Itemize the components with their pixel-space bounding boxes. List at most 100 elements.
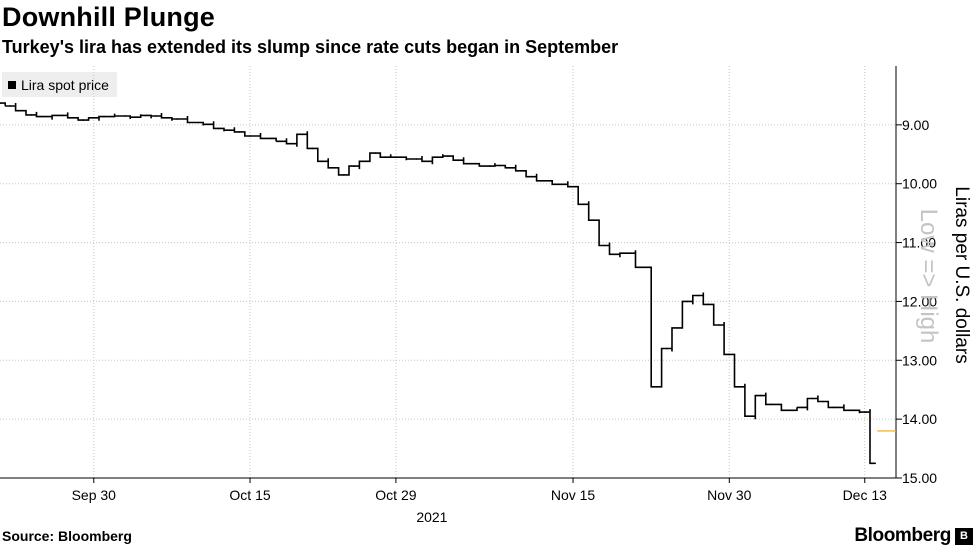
x-tick-label: Sep 30 bbox=[72, 487, 117, 503]
y-tick-label: 9.00 bbox=[902, 117, 929, 133]
x-tick-label: Nov 30 bbox=[707, 487, 752, 503]
data-point bbox=[207, 123, 210, 126]
data-point bbox=[332, 167, 335, 169]
data-point bbox=[655, 386, 658, 388]
data-point bbox=[124, 115, 126, 117]
x-year-label: 2021 bbox=[416, 509, 447, 525]
data-point bbox=[759, 394, 762, 397]
data-point bbox=[499, 164, 501, 167]
data-point bbox=[770, 403, 772, 406]
data-point bbox=[811, 397, 814, 400]
x-tick-label: Oct 15 bbox=[229, 487, 270, 503]
data-point bbox=[374, 152, 376, 154]
data-point bbox=[457, 159, 460, 161]
data-point bbox=[666, 347, 668, 350]
x-tick-label: Oct 29 bbox=[375, 487, 416, 503]
data-point bbox=[676, 327, 678, 329]
data-point bbox=[61, 114, 64, 117]
data-point bbox=[9, 105, 12, 107]
data-point bbox=[832, 406, 835, 409]
data-point bbox=[155, 115, 158, 117]
data-point bbox=[686, 300, 689, 303]
data-point bbox=[541, 180, 543, 182]
data-point bbox=[301, 133, 303, 136]
data-point bbox=[0, 102, 1, 104]
data-point bbox=[561, 183, 564, 186]
data-point bbox=[280, 140, 283, 143]
data-point bbox=[509, 167, 512, 169]
x-tick-label: Nov 15 bbox=[551, 487, 596, 503]
data-point bbox=[520, 170, 522, 172]
data-point bbox=[228, 129, 230, 131]
y-tick-label: 11.00 bbox=[902, 235, 936, 251]
data-point bbox=[145, 114, 147, 117]
data-point bbox=[384, 156, 387, 158]
data-point bbox=[363, 160, 366, 163]
page-title: Downhill Plunge bbox=[2, 2, 215, 32]
data-point bbox=[103, 115, 105, 118]
data-point bbox=[415, 158, 418, 160]
data-point bbox=[822, 400, 824, 403]
data-point bbox=[582, 203, 585, 206]
data-point bbox=[728, 353, 731, 356]
data-point bbox=[791, 409, 793, 412]
data-point bbox=[863, 411, 866, 413]
data-point bbox=[311, 147, 314, 150]
y-axis-watermark: Low => High bbox=[915, 209, 942, 344]
data-point bbox=[468, 162, 470, 165]
data-point bbox=[93, 117, 95, 119]
source-note: Source: Bloomberg bbox=[2, 528, 132, 544]
y-tick-label: 15.00 bbox=[902, 470, 937, 486]
data-point bbox=[290, 142, 293, 145]
data-point bbox=[322, 160, 324, 163]
brand-mark-icon: B bbox=[955, 528, 973, 545]
data-point bbox=[218, 127, 220, 130]
y-tick-label: 10.00 bbox=[902, 176, 937, 192]
data-point bbox=[40, 115, 43, 118]
page-subtitle: Turkey's lira has extended its slump sin… bbox=[2, 37, 619, 57]
data-point bbox=[176, 118, 178, 120]
data-point bbox=[874, 462, 876, 465]
data-point bbox=[436, 156, 439, 158]
legend-label: Lira spot price bbox=[21, 76, 109, 93]
y-tick-label: 14.00 bbox=[902, 411, 937, 427]
data-point bbox=[72, 117, 74, 119]
data-point bbox=[165, 117, 168, 119]
data-point bbox=[718, 324, 720, 326]
data-point bbox=[238, 131, 241, 133]
data-point bbox=[738, 386, 741, 388]
y-tick-label: 12.00 bbox=[902, 293, 937, 309]
data-point bbox=[20, 109, 22, 112]
x-tick-label: Dec 13 bbox=[843, 487, 888, 503]
data-point bbox=[353, 165, 356, 167]
data-point bbox=[613, 253, 616, 256]
data-point bbox=[645, 266, 647, 269]
data-point bbox=[697, 294, 699, 297]
data-point bbox=[30, 114, 33, 116]
data-point bbox=[395, 156, 397, 158]
y-axis-title: Liras per U.S. dollars bbox=[951, 186, 972, 363]
data-point bbox=[530, 175, 533, 178]
data-point bbox=[270, 137, 272, 140]
data-point bbox=[249, 135, 251, 137]
chart-legend: Lira spot price bbox=[2, 72, 117, 97]
data-point bbox=[343, 174, 345, 176]
y-tick-label: 13.00 bbox=[902, 352, 937, 368]
data-point bbox=[82, 119, 85, 121]
data-point bbox=[447, 155, 449, 157]
data-point bbox=[603, 244, 606, 247]
data-point bbox=[134, 116, 137, 118]
data-point bbox=[801, 406, 803, 409]
data-point bbox=[426, 160, 429, 163]
data-point bbox=[488, 165, 491, 167]
data-point bbox=[197, 121, 199, 124]
data-point bbox=[707, 303, 710, 306]
data-point bbox=[572, 185, 574, 188]
data-point bbox=[624, 252, 626, 254]
legend-swatch bbox=[8, 80, 16, 89]
data-point bbox=[749, 415, 751, 418]
data-point bbox=[853, 409, 856, 412]
data-point bbox=[593, 219, 595, 221]
brand-logo: Bloomberg bbox=[854, 525, 951, 546]
